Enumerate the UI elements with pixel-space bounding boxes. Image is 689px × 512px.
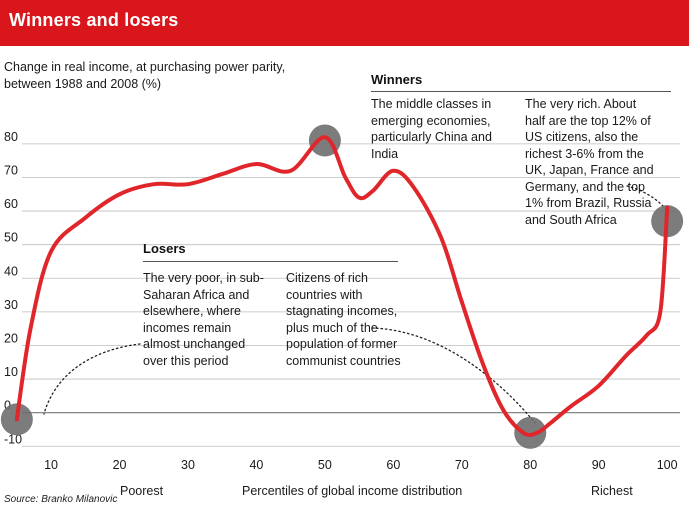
chart-title: Winners and losers	[9, 10, 179, 30]
data-point	[289, 169, 292, 172]
y-tick-label: 40	[4, 264, 18, 278]
y-tick-label: 30	[4, 298, 18, 312]
winners-rich-text: The very rich. About half are the top 12…	[525, 97, 654, 227]
x-end-label-poorest: Poorest	[120, 484, 164, 498]
y-axis-description: Change in real income, at purchasing pow…	[4, 60, 286, 91]
x-tick-label: 100	[657, 458, 678, 472]
y-tick-label: -10	[4, 432, 22, 446]
data-point	[152, 183, 155, 186]
data-point	[358, 196, 361, 199]
data-point	[371, 189, 374, 192]
winners-rule	[371, 91, 671, 92]
y-tick-label: 50	[4, 231, 18, 245]
data-point	[118, 193, 121, 196]
data-point	[221, 173, 224, 176]
data-point	[440, 236, 443, 239]
data-point	[570, 404, 573, 407]
x-axis-label: Percentiles of global income distributio…	[242, 484, 463, 498]
x-end-label-richest: Richest	[591, 484, 633, 498]
x-tick-label: 50	[318, 458, 332, 472]
data-point	[536, 431, 539, 434]
losers-title: Losers	[143, 241, 186, 256]
y-tick-label: 20	[4, 331, 18, 345]
x-tick-label: 80	[523, 458, 537, 472]
x-tick-label: 40	[249, 458, 263, 472]
data-point	[392, 169, 395, 172]
data-point	[412, 186, 415, 189]
data-point	[501, 408, 504, 411]
x-tick-label: 70	[455, 458, 469, 472]
header-bar: Winners and losers	[0, 0, 689, 46]
data-point	[323, 136, 326, 139]
annotation-leader	[371, 327, 536, 424]
y-tick-label: 60	[4, 197, 18, 211]
data-point	[344, 176, 347, 179]
data-point	[597, 384, 600, 387]
data-point	[255, 163, 258, 166]
data-point	[645, 334, 648, 337]
data-point	[186, 183, 189, 186]
x-tick-label: 20	[113, 458, 127, 472]
y-tick-label: 0	[4, 399, 11, 413]
winners-title: Winners	[371, 72, 423, 87]
data-point	[659, 310, 662, 313]
y-tick-label: 80	[4, 130, 18, 144]
y-tick-label: 10	[4, 365, 18, 379]
losers-rich-countries-text: Citizens of rich countries with stagnati…	[286, 271, 401, 368]
data-point	[50, 250, 53, 253]
data-point	[522, 431, 525, 434]
data-point	[460, 300, 463, 303]
data-point	[549, 421, 552, 424]
x-tick-label: 10	[44, 458, 58, 472]
y-tick-label: 70	[4, 163, 18, 177]
data-point	[29, 327, 32, 330]
data-point	[84, 216, 87, 219]
x-tick-label: 90	[592, 458, 606, 472]
highlight-marker-rich-countries	[514, 416, 547, 449]
data-point	[625, 354, 628, 357]
series-line-income-change	[14, 135, 670, 438]
data-point	[666, 206, 669, 209]
losers-poor-text: The very poor, in sub-Saharan Africa and…	[143, 271, 264, 368]
source-note: Source: Branko Milanovic	[4, 494, 118, 505]
x-tick-label: 30	[181, 458, 195, 472]
data-point	[481, 361, 484, 364]
data-point	[15, 418, 18, 421]
winners-middle-text: The middle classes in emerging economies…	[371, 97, 492, 161]
x-tick-label: 60	[386, 458, 400, 472]
annotation-leader	[43, 343, 141, 415]
losers-rule	[143, 261, 398, 262]
